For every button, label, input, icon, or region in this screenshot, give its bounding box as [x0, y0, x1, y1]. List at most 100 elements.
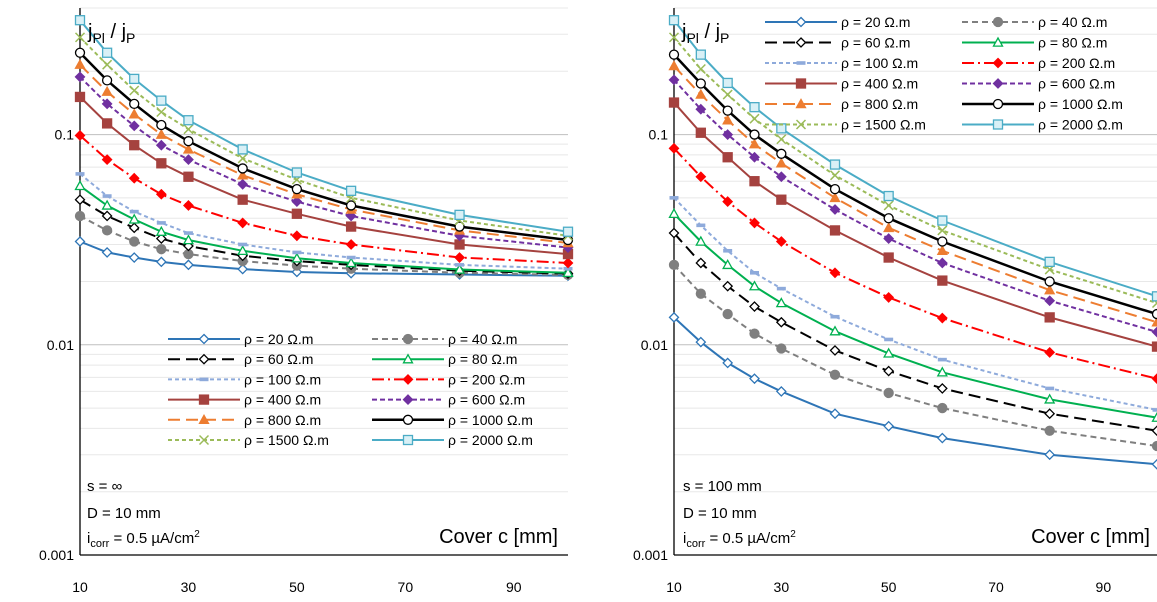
- data-point: [76, 16, 85, 25]
- legend-label: ρ = 60 Ω.m: [841, 35, 910, 51]
- icorr-sup: 2: [790, 529, 796, 540]
- data-point: [938, 276, 947, 285]
- data-point: [723, 153, 732, 162]
- data-point: [103, 194, 112, 198]
- annotation-spacing: s = ∞: [87, 478, 123, 495]
- data-point: [696, 50, 705, 59]
- legend-label: ρ = 800 Ω.m: [244, 412, 321, 428]
- data-point: [76, 48, 85, 57]
- legend-marker: [797, 61, 806, 65]
- legend-label: ρ = 1000 Ω.m: [1038, 96, 1123, 112]
- x-tick-label: 30: [181, 579, 197, 595]
- data-point: [777, 287, 786, 291]
- legend-label: ρ = 40 Ω.m: [1038, 14, 1107, 30]
- data-point: [938, 216, 947, 225]
- data-point: [723, 249, 732, 253]
- data-point: [564, 236, 573, 245]
- data-point: [670, 16, 679, 25]
- data-point: [292, 185, 301, 194]
- data-point: [831, 185, 840, 194]
- y-label-sub: P: [720, 30, 729, 46]
- legend-label: ρ = 400 Ω.m: [244, 392, 321, 408]
- x-tick-label: 50: [881, 579, 897, 595]
- legend-marker: [404, 436, 413, 445]
- x-tick-label: 10: [666, 579, 682, 595]
- annotation-diameter: D = 10 mm: [87, 505, 161, 522]
- data-point: [564, 227, 573, 236]
- data-point: [777, 344, 786, 353]
- legend-marker: [200, 395, 209, 404]
- data-point: [884, 338, 893, 342]
- data-point: [184, 116, 193, 125]
- y-tick-label: 0.001: [39, 547, 74, 563]
- data-point: [455, 263, 464, 267]
- legend-label: ρ = 1000 Ω.m: [448, 412, 533, 428]
- y-tick-label: 0.1: [649, 127, 669, 143]
- data-point: [723, 78, 732, 87]
- y-label-sub: Pl: [92, 30, 104, 46]
- data-point: [76, 211, 85, 220]
- legend-label: ρ = 200 Ω.m: [448, 371, 525, 387]
- data-point: [723, 106, 732, 115]
- data-point: [696, 128, 705, 137]
- data-point: [938, 358, 947, 362]
- data-point: [696, 289, 705, 298]
- legend-marker: [200, 378, 209, 382]
- data-point: [670, 50, 679, 59]
- data-point: [292, 251, 301, 255]
- data-point: [1045, 387, 1054, 391]
- legend-label: ρ = 1500 Ω.m: [244, 432, 329, 448]
- data-point: [292, 168, 301, 177]
- data-point: [76, 172, 85, 176]
- x-tick-label: 30: [774, 579, 790, 595]
- y-tick-label: 0.1: [55, 127, 75, 143]
- data-point: [157, 245, 166, 254]
- y-label-sep: / j: [699, 21, 720, 43]
- data-point: [157, 121, 166, 130]
- data-point: [777, 195, 786, 204]
- data-point: [750, 130, 759, 139]
- data-point: [347, 222, 356, 231]
- y-label-sub: P: [126, 30, 135, 46]
- data-point: [696, 224, 705, 228]
- icorr-sub: corr: [90, 538, 109, 550]
- legend-marker: [994, 100, 1003, 109]
- icorr-value: = 0.5 µA/cm: [705, 530, 790, 547]
- data-point: [831, 370, 840, 379]
- legend-label: ρ = 60 Ω.m: [244, 351, 313, 367]
- data-point: [455, 210, 464, 219]
- data-point: [696, 79, 705, 88]
- legend-label: ρ = 600 Ω.m: [448, 392, 525, 408]
- data-point: [238, 243, 247, 247]
- legend-label: ρ = 80 Ω.m: [1038, 35, 1107, 51]
- data-point: [670, 196, 679, 200]
- data-point: [130, 210, 139, 214]
- legend-marker: [404, 415, 413, 424]
- legend-label: ρ = 100 Ω.m: [841, 55, 918, 71]
- data-point: [157, 96, 166, 105]
- icorr-sup: 2: [194, 529, 200, 540]
- data-point: [292, 209, 301, 218]
- x-axis-label: Cover c [mm]: [439, 526, 558, 548]
- data-point: [884, 214, 893, 223]
- annotation-diameter: D = 10 mm: [683, 505, 757, 522]
- data-point: [884, 253, 893, 262]
- x-tick-label: 70: [398, 579, 414, 595]
- icorr-sub: corr: [686, 538, 705, 550]
- legend-marker: [994, 120, 1003, 129]
- y-tick-label: 0.001: [633, 547, 668, 563]
- x-tick-label: 90: [506, 579, 522, 595]
- y-tick-label: 0.01: [641, 337, 668, 353]
- legend-label: ρ = 800 Ω.m: [841, 96, 918, 112]
- data-point: [238, 145, 247, 154]
- data-point: [750, 329, 759, 338]
- data-point: [777, 149, 786, 158]
- legend-marker: [994, 18, 1003, 27]
- legend-label: ρ = 40 Ω.m: [448, 331, 517, 347]
- data-point: [130, 74, 139, 83]
- x-axis-label: Cover c [mm]: [1031, 526, 1150, 548]
- legend-label: ρ = 600 Ω.m: [1038, 76, 1115, 92]
